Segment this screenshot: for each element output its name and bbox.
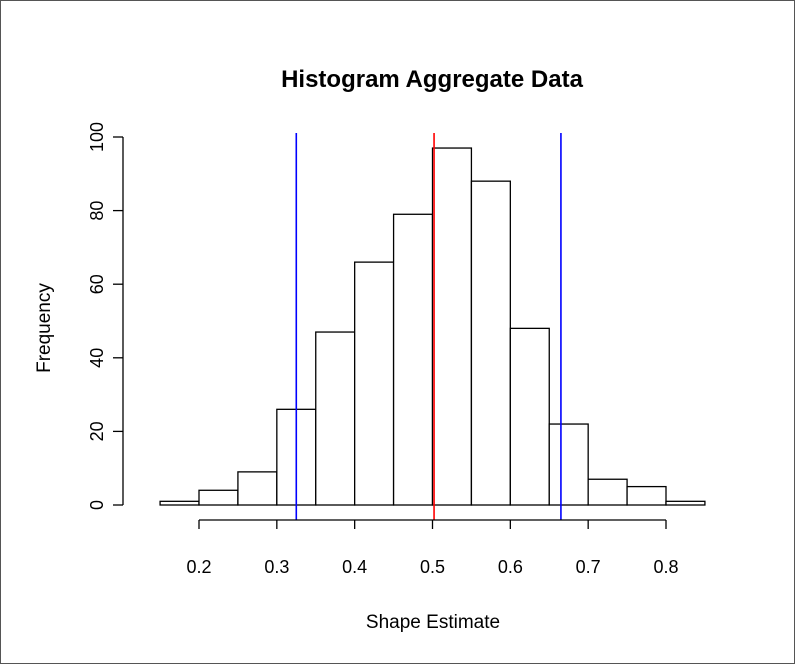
x-tick-label-0: 0.2: [186, 557, 211, 577]
x-tick-label-3: 0.5: [420, 557, 445, 577]
histogram-bar-10: [548, 423, 589, 506]
x-tick-label-5: 0.7: [576, 557, 601, 577]
bars-group: [159, 147, 706, 506]
x-tick-label-1: 0.3: [264, 557, 289, 577]
chart-title: Histogram Aggregate Data: [281, 66, 583, 93]
histogram-bar-1: [198, 489, 239, 506]
x-axis-label: Shape Estimate: [366, 612, 500, 633]
y-tick-label-4: 80: [87, 201, 107, 221]
reference-lines-group: [295, 133, 562, 520]
y-tick-label-1: 20: [87, 421, 107, 441]
y-tick-label-0: 0: [87, 500, 107, 510]
histogram-bar-2: [237, 471, 278, 506]
histogram-bar-7: [431, 147, 473, 506]
histogram-bar-8: [470, 180, 511, 506]
y-tick-label-3: 60: [87, 274, 107, 294]
histogram-bar-6: [392, 213, 434, 506]
y-tick-label-5: 100: [87, 122, 107, 152]
x-tick-label-2: 0.4: [342, 557, 367, 577]
y-axis: 0 20 40 60 80 100: [87, 122, 124, 510]
histogram-bar-13: [665, 500, 706, 506]
histogram-bar-0: [159, 500, 200, 506]
histogram-bar-11: [587, 478, 628, 506]
y-tick-label-2: 40: [87, 348, 107, 368]
x-tick-label-6: 0.8: [653, 557, 678, 577]
x-tick-label-4: 0.6: [498, 557, 523, 577]
histogram-bar-9: [509, 327, 550, 506]
histogram-bar-12: [626, 485, 667, 506]
histogram-bar-4: [315, 331, 356, 506]
y-axis-label: Frequency: [34, 283, 55, 373]
histogram-bar-5: [354, 261, 395, 506]
x-axis: 0.2 0.3 0.4 0.5 0.6 0.7 0.8: [186, 519, 679, 577]
